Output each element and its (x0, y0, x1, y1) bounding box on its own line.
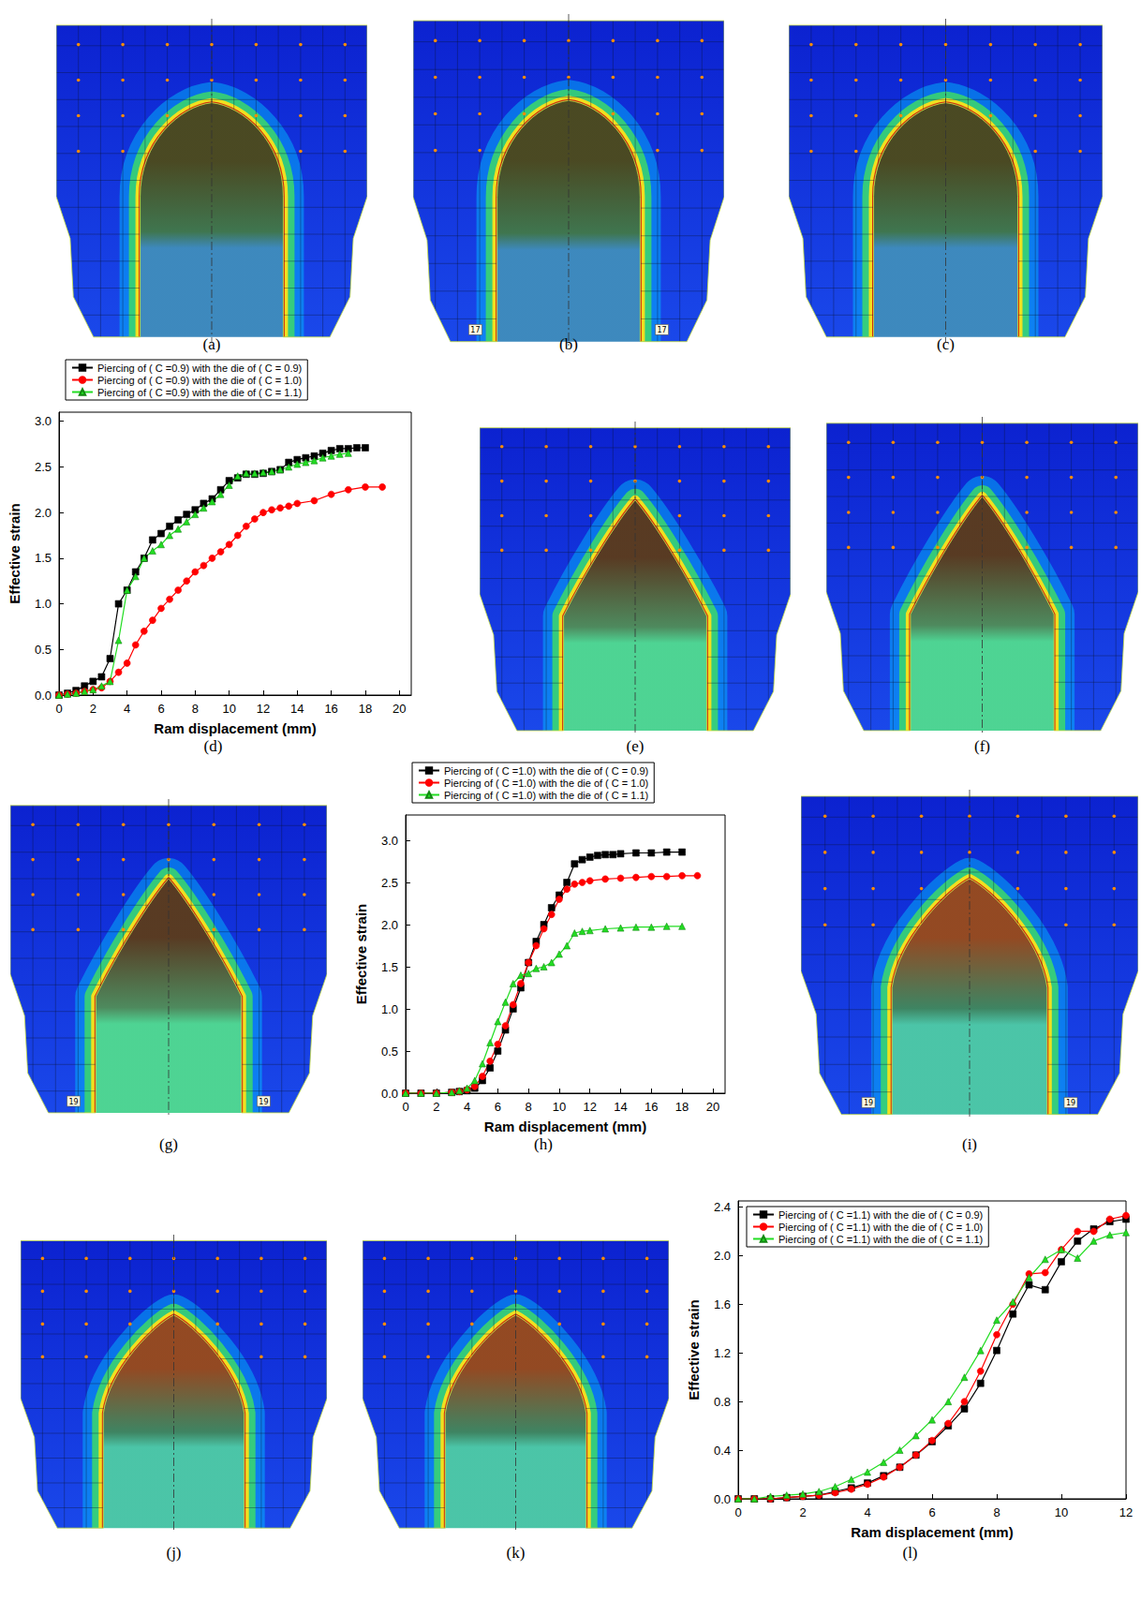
svg-text:16: 16 (644, 1099, 658, 1114)
svg-text:0: 0 (734, 1505, 741, 1520)
html-text:(h): (h) (534, 1135, 553, 1154)
svg-text:2: 2 (89, 701, 97, 716)
svg-text:10: 10 (552, 1099, 566, 1114)
svg-text:20: 20 (392, 701, 406, 716)
svg-text:16: 16 (324, 701, 338, 716)
svg-text:1.5: 1.5 (34, 550, 52, 565)
html-text:(d): (d) (203, 737, 223, 756)
html-text:(i): (i) (962, 1135, 978, 1154)
svg-text:18: 18 (358, 701, 372, 716)
svg-text:19: 19 (258, 1097, 268, 1107)
svg-text:17: 17 (657, 326, 667, 335)
svg-text:0.0: 0.0 (381, 1086, 399, 1101)
svg-text:4: 4 (863, 1505, 871, 1520)
svg-text:20: 20 (706, 1099, 720, 1114)
svg-text:1.6: 1.6 (713, 1297, 731, 1312)
svg-text:1.0: 1.0 (381, 1002, 399, 1017)
html-text:(j): (j) (166, 1543, 182, 1562)
svg-text:3.0: 3.0 (34, 414, 52, 429)
svg-text:14: 14 (613, 1099, 627, 1114)
html-text:(l): (l) (902, 1543, 918, 1562)
svg-text:19: 19 (863, 1098, 874, 1108)
svg-text:18: 18 (675, 1099, 689, 1114)
html-text:(k): (k) (506, 1543, 525, 1562)
svg-text:0: 0 (401, 1099, 409, 1114)
svg-text:8: 8 (525, 1099, 533, 1114)
svg-text:Effective strain: Effective strain (6, 503, 23, 605)
svg-text:2.5: 2.5 (381, 875, 399, 890)
html-text:(e): (e) (626, 737, 644, 756)
svg-text:8: 8 (992, 1505, 1000, 1520)
svg-text:Ram displacement (mm): Ram displacement (mm) (850, 1524, 1013, 1541)
svg-text:1.0: 1.0 (34, 596, 52, 611)
svg-text:0.0: 0.0 (34, 688, 52, 703)
svg-text:Ram displacement (mm): Ram displacement (mm) (484, 1118, 647, 1135)
svg-text:17: 17 (470, 326, 480, 335)
svg-text:1.5: 1.5 (381, 960, 399, 975)
svg-text:12: 12 (1119, 1505, 1133, 1520)
html-text:(g): (g) (159, 1135, 178, 1154)
svg-text:Piercing of ( C =0.9) with the: Piercing of ( C =0.9) with the die of ( … (97, 386, 302, 399)
svg-text:19: 19 (1066, 1098, 1076, 1108)
svg-text:Effective strain: Effective strain (685, 1299, 702, 1401)
svg-text:6: 6 (494, 1099, 502, 1114)
html-text:(a): (a) (202, 335, 221, 354)
svg-text:10: 10 (1054, 1505, 1068, 1520)
svg-text:0.4: 0.4 (713, 1443, 731, 1458)
svg-text:6: 6 (157, 701, 164, 716)
svg-text:8: 8 (192, 701, 199, 716)
svg-text:2.5: 2.5 (34, 459, 52, 475)
svg-text:Ram displacement (mm): Ram displacement (mm) (153, 720, 316, 737)
svg-text:0.5: 0.5 (34, 642, 52, 657)
svg-text:Piercing of ( C =1.1) with the: Piercing of ( C =1.1) with the die of ( … (778, 1233, 983, 1245)
svg-text:3.0: 3.0 (381, 833, 399, 848)
svg-text:Piercing of ( C =1.0) with the: Piercing of ( C =1.0) with the die of ( … (444, 789, 649, 801)
svg-text:2.4: 2.4 (713, 1200, 731, 1215)
svg-text:0.8: 0.8 (713, 1394, 731, 1409)
svg-text:10: 10 (222, 701, 236, 716)
svg-text:Piercing of ( C =0.9) with the: Piercing of ( C =0.9) with the die of ( … (97, 362, 302, 374)
svg-text:1.2: 1.2 (713, 1346, 731, 1361)
svg-text:19: 19 (69, 1097, 79, 1107)
svg-text:2.0: 2.0 (713, 1248, 731, 1263)
svg-text:14: 14 (290, 701, 304, 716)
svg-text:4: 4 (123, 701, 131, 716)
svg-text:2: 2 (432, 1099, 440, 1114)
svg-text:0: 0 (55, 701, 62, 716)
svg-text:4: 4 (463, 1099, 471, 1114)
svg-text:2.0: 2.0 (381, 918, 399, 933)
svg-text:0.0: 0.0 (713, 1492, 731, 1507)
svg-text:6: 6 (928, 1505, 935, 1520)
svg-text:Piercing of ( C =1.0) with the: Piercing of ( C =1.0) with the die of ( … (444, 777, 649, 789)
svg-text:Piercing of ( C =1.0) with the: Piercing of ( C =1.0) with the die of ( … (444, 765, 649, 777)
svg-text:Effective strain: Effective strain (353, 903, 370, 1006)
html-text:(f): (f) (974, 737, 991, 756)
html-text:(b): (b) (559, 335, 578, 354)
svg-text:Piercing of ( C =1.1) with the: Piercing of ( C =1.1) with the die of ( … (778, 1209, 983, 1221)
svg-text:2.0: 2.0 (34, 505, 52, 520)
svg-text:12: 12 (256, 701, 270, 716)
html-text:(c): (c) (936, 335, 955, 354)
svg-text:Piercing of ( C =0.9) with the: Piercing of ( C =0.9) with the die of ( … (97, 374, 302, 386)
svg-text:Piercing of ( C =1.1) with the: Piercing of ( C =1.1) with the die of ( … (778, 1221, 983, 1233)
svg-text:12: 12 (582, 1099, 596, 1114)
svg-text:0.5: 0.5 (381, 1044, 399, 1059)
svg-text:2: 2 (799, 1505, 806, 1520)
